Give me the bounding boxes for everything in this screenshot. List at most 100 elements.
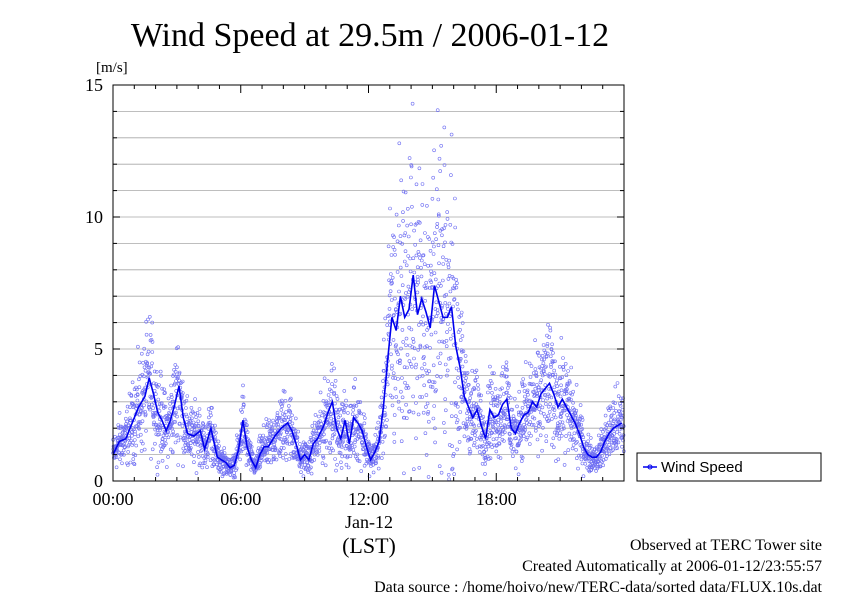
data-point [498, 429, 503, 434]
data-point [455, 281, 459, 286]
data-point [157, 422, 161, 427]
data-point [210, 406, 214, 410]
data-point [523, 402, 528, 407]
data-point [184, 398, 189, 403]
data-point [600, 460, 604, 464]
data-point [423, 431, 428, 436]
data-point [619, 396, 623, 401]
data-point [320, 413, 325, 418]
data-point [545, 351, 550, 356]
data-point [166, 396, 171, 401]
data-point [605, 454, 609, 458]
data-point [392, 313, 396, 317]
data-point [413, 243, 418, 247]
data-point [190, 427, 194, 432]
data-point [541, 398, 545, 403]
data-point [500, 432, 505, 436]
data-point [495, 404, 500, 408]
data-point [453, 380, 457, 385]
data-point [433, 440, 437, 445]
data-point [265, 421, 270, 426]
data-point [142, 346, 146, 351]
data-point [492, 420, 497, 425]
data-point [452, 297, 457, 301]
data-point [164, 419, 169, 424]
data-point [194, 421, 199, 426]
data-point [163, 404, 168, 409]
data-point [387, 313, 392, 318]
data-point [137, 426, 141, 431]
data-point [486, 444, 491, 449]
data-point [555, 424, 560, 428]
data-point [371, 470, 376, 475]
data-point [310, 424, 315, 428]
data-point [162, 387, 166, 392]
data-point [542, 369, 546, 373]
data-point [401, 189, 406, 194]
data-point [529, 433, 533, 438]
data-point [559, 383, 563, 388]
x-tick-label: 12:00 [348, 489, 389, 509]
data-point [503, 408, 508, 413]
data-point [134, 443, 138, 448]
data-point [180, 424, 185, 428]
data-point [383, 433, 387, 438]
data-point [528, 375, 533, 379]
data-point [617, 431, 622, 436]
data-point [188, 418, 193, 423]
data-point [177, 378, 181, 383]
data-point [144, 332, 149, 337]
data-point [203, 458, 208, 463]
data-point [511, 447, 516, 451]
data-point [434, 388, 438, 392]
data-point [274, 423, 279, 427]
data-point [553, 359, 557, 364]
data-point [460, 334, 465, 338]
data-point [203, 425, 208, 430]
data-point [352, 385, 357, 390]
data-point [344, 398, 348, 403]
data-point [261, 423, 266, 428]
data-point [135, 387, 139, 392]
data-point [447, 356, 451, 361]
data-point [488, 386, 492, 390]
data-point [458, 338, 463, 342]
data-point [514, 449, 519, 454]
data-point [611, 406, 616, 410]
data-point [446, 472, 451, 477]
data-point [399, 346, 403, 351]
data-point [479, 433, 484, 438]
data-point [341, 402, 345, 407]
data-point [308, 435, 313, 440]
data-point [610, 424, 615, 428]
data-point [404, 336, 409, 341]
data-point [560, 408, 565, 413]
data-point [577, 423, 582, 427]
data-point [432, 148, 436, 153]
data-point [333, 401, 337, 406]
data-point [503, 406, 507, 411]
data-point [162, 404, 166, 409]
data-point [175, 365, 179, 370]
data-point [608, 446, 612, 451]
data-point [427, 379, 431, 384]
x-tick-label: 06:00 [220, 489, 261, 509]
data-point [468, 396, 473, 400]
data-point [160, 386, 164, 391]
data-point [141, 410, 145, 415]
data-point [533, 386, 538, 391]
data-point [431, 416, 436, 421]
data-point [438, 169, 443, 173]
data-point [603, 457, 608, 461]
data-point [390, 363, 394, 368]
data-point [346, 465, 351, 470]
data-point [412, 356, 416, 361]
data-point [214, 430, 218, 435]
data-point [445, 330, 449, 334]
data-point [619, 413, 624, 418]
data-point [432, 271, 437, 276]
data-point [157, 383, 161, 387]
data-point [505, 367, 510, 372]
data-point [404, 416, 409, 421]
